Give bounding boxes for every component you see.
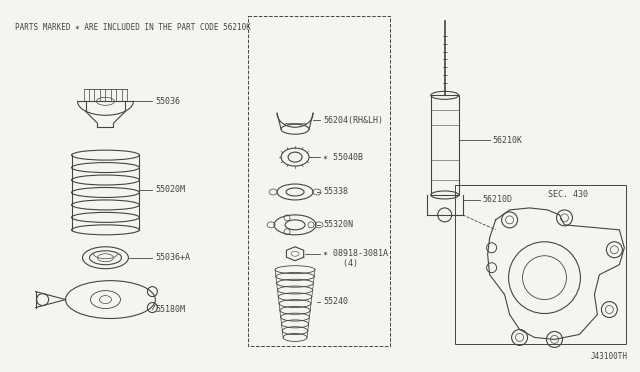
Text: 55036: 55036: [156, 97, 180, 106]
Text: 55036+A: 55036+A: [156, 253, 190, 262]
Text: 55320N: 55320N: [323, 220, 353, 230]
Bar: [431, 95, 459, 195]
Text: J43100TH: J43100TH: [590, 352, 627, 361]
Text: 55180M: 55180M: [156, 305, 186, 314]
Text: SEC. 430: SEC. 430: [547, 190, 588, 199]
Text: 55240: 55240: [323, 297, 348, 306]
Text: PARTS MARKED ✶ ARE INCLUDED IN THE PART CODE 56210K: PARTS MARKED ✶ ARE INCLUDED IN THE PART …: [15, 23, 250, 32]
Text: (4): (4): [323, 259, 358, 268]
Text: 56210D: 56210D: [483, 195, 513, 205]
Text: ✶ 55040B: ✶ 55040B: [323, 153, 363, 161]
Text: ✶ 08918-3081A: ✶ 08918-3081A: [323, 249, 388, 258]
Bar: [454, 185, 627, 344]
Text: 55338: 55338: [323, 187, 348, 196]
Text: 56204(RH&LH): 56204(RH&LH): [323, 116, 383, 125]
Text: 56210K: 56210K: [493, 136, 523, 145]
Text: 55020M: 55020M: [156, 186, 186, 195]
Bar: [248, 16, 390, 346]
